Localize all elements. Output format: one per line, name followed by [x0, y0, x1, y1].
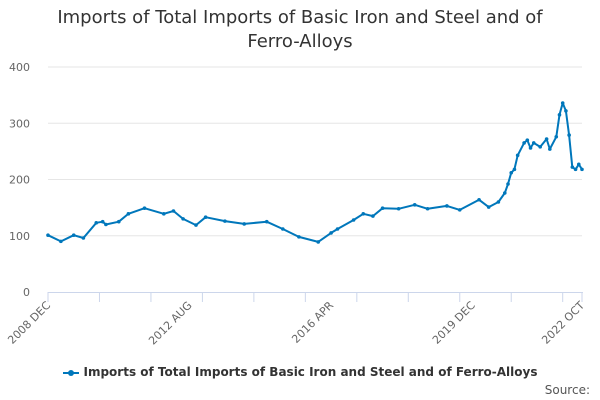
series-line — [47, 102, 583, 243]
x-tick-label: 2008 DEC — [5, 299, 53, 347]
data-point — [557, 113, 562, 117]
data-point — [525, 138, 530, 142]
chart-title: Imports of Total Imports of Basic Iron a… — [57, 7, 543, 52]
data-point — [242, 222, 247, 226]
y-tick-label: 100 — [9, 230, 30, 243]
legend-line-symbol-icon — [62, 369, 79, 376]
data-point — [560, 101, 565, 105]
x-tick-label: 2012 AUG — [146, 299, 195, 348]
source-label: Source: — [544, 383, 590, 397]
data-point — [457, 208, 462, 212]
data-point — [570, 165, 575, 169]
data-point — [477, 197, 481, 202]
data-point — [104, 222, 108, 227]
x-tick-label: 2019 DEC — [430, 299, 478, 347]
data-point — [445, 204, 449, 208]
data-point — [502, 191, 507, 195]
data-point — [361, 212, 366, 216]
data-point — [329, 231, 333, 235]
y-tick-label: 200 — [9, 174, 30, 187]
data-point — [142, 206, 147, 210]
data-point — [126, 212, 131, 216]
data-point — [203, 215, 208, 219]
data-point — [380, 206, 385, 210]
legend-label: Imports of Total Imports of Basic Iron a… — [83, 365, 538, 379]
data-point — [281, 227, 285, 231]
data-point — [223, 219, 227, 223]
data-point — [496, 200, 501, 204]
data-point — [351, 218, 356, 222]
data-point — [264, 219, 269, 224]
data-point — [506, 182, 510, 186]
data-point — [59, 239, 63, 244]
data-point — [554, 134, 559, 139]
data-point — [371, 214, 375, 218]
data-point — [396, 206, 401, 211]
y-tick-label: 400 — [9, 61, 30, 74]
data-point — [297, 235, 301, 239]
data-point — [531, 141, 536, 145]
data-point — [181, 217, 185, 221]
data-point — [548, 147, 552, 151]
data-point — [94, 221, 99, 225]
data-point — [194, 223, 198, 227]
data-point — [162, 212, 166, 216]
data-point — [573, 167, 578, 172]
data-point — [512, 167, 517, 172]
legend-item[interactable]: Imports of Total Imports of Basic Iron a… — [0, 365, 600, 379]
data-point — [528, 146, 533, 150]
data-point — [580, 167, 584, 172]
data-point — [412, 203, 417, 207]
data-point — [486, 205, 491, 209]
data-point — [316, 240, 321, 244]
y-tick-label: 300 — [9, 117, 30, 130]
data-point — [46, 233, 50, 237]
data-point — [564, 109, 568, 113]
x-tick-label: 2016 APR — [289, 299, 336, 346]
data-point — [522, 141, 526, 145]
data-point — [538, 145, 542, 149]
data-point — [81, 236, 86, 240]
data-point — [509, 170, 514, 175]
data-point — [425, 206, 430, 211]
data-point — [71, 233, 76, 237]
data-point — [567, 133, 571, 137]
data-point — [335, 227, 340, 231]
data-point — [515, 153, 520, 158]
data-point — [171, 209, 176, 213]
data-point — [100, 219, 105, 224]
data-point — [544, 137, 549, 141]
y-tick-label: 0 — [23, 286, 30, 299]
x-tick-label: 2022 OCT — [539, 299, 587, 347]
data-point — [576, 162, 581, 167]
data-point — [116, 219, 121, 224]
